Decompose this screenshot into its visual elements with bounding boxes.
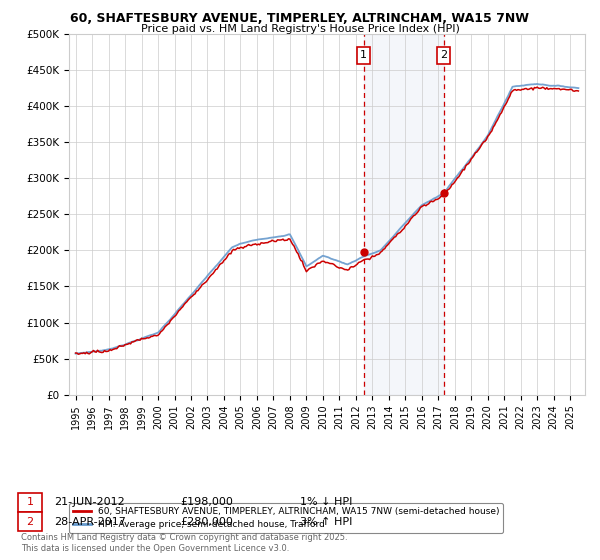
Text: 60, SHAFTESBURY AVENUE, TIMPERLEY, ALTRINCHAM, WA15 7NW: 60, SHAFTESBURY AVENUE, TIMPERLEY, ALTRI… <box>71 12 530 25</box>
Text: 2: 2 <box>26 517 34 527</box>
Text: Price paid vs. HM Land Registry's House Price Index (HPI): Price paid vs. HM Land Registry's House … <box>140 24 460 34</box>
Text: 1: 1 <box>26 497 34 507</box>
Text: £198,000: £198,000 <box>180 497 233 507</box>
Text: 2: 2 <box>440 50 447 60</box>
Text: 1: 1 <box>360 50 367 60</box>
Text: £280,000: £280,000 <box>180 517 233 527</box>
Text: 1% ↓ HPI: 1% ↓ HPI <box>300 497 352 507</box>
Text: Contains HM Land Registry data © Crown copyright and database right 2025.
This d: Contains HM Land Registry data © Crown c… <box>21 533 347 553</box>
Text: 28-APR-2017: 28-APR-2017 <box>54 517 126 527</box>
Bar <box>364 34 443 395</box>
Text: 3% ↑ HPI: 3% ↑ HPI <box>300 517 352 527</box>
Legend: 60, SHAFTESBURY AVENUE, TIMPERLEY, ALTRINCHAM, WA15 7NW (semi-detached house), H: 60, SHAFTESBURY AVENUE, TIMPERLEY, ALTRI… <box>69 503 503 533</box>
Text: 21-JUN-2012: 21-JUN-2012 <box>54 497 125 507</box>
